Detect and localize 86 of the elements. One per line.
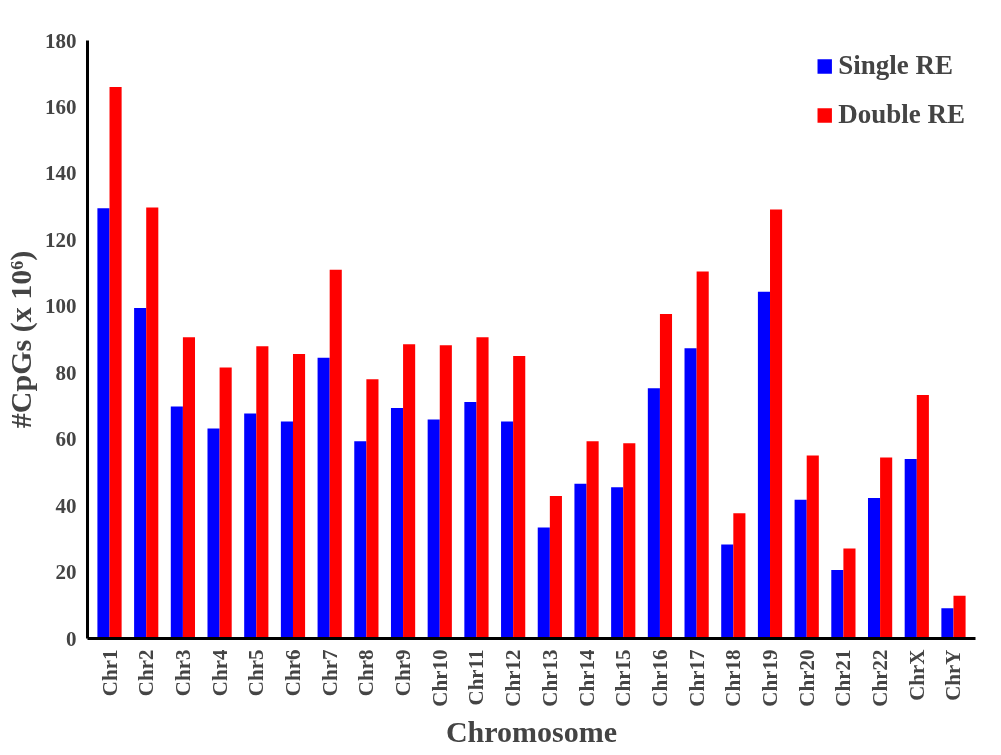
bar [806,455,819,639]
bar [733,513,746,639]
y-tick-label: 100 [45,294,77,319]
x-tick-label: Chr6 [280,649,305,697]
bar [647,388,660,639]
bar [794,499,807,639]
x-tick-label: Chr15 [611,649,636,707]
legend-label: Double RE [838,99,965,130]
y-tick-label: 140 [45,161,77,186]
bar [256,346,269,639]
bar [354,441,367,639]
bar [941,608,954,639]
y-tick-label: 180 [45,28,77,53]
bar [244,413,257,639]
x-tick-label: Chr12 [501,649,526,707]
bar [659,313,673,639]
bar [170,406,183,639]
bar [501,421,514,639]
x-tick-label: Chr13 [537,649,562,707]
x-tick-label: Chr4 [207,649,232,697]
y-tick-label: 40 [55,493,77,518]
bar [831,570,844,639]
bar [880,457,893,639]
bar [696,271,709,639]
x-tick-label: Chr2 [134,649,159,697]
y-tick-label: 20 [55,560,77,585]
bar [916,394,929,639]
bar [329,269,342,639]
legend-label: Single RE [838,50,953,81]
bar [439,345,452,639]
bar [586,441,599,639]
bar [476,337,489,639]
bar [953,595,966,639]
bar [549,495,562,639]
bar [611,487,624,639]
bar [280,421,293,639]
x-tick-label: Chr7 [317,649,342,697]
bar [843,548,856,639]
bar [574,483,587,639]
bar [317,357,330,639]
y-axis-title: #CpGs (x 10⁶) [4,250,38,429]
x-tick-label: Chr17 [684,649,709,707]
bar [867,497,881,639]
y-tick-label: 0 [66,626,77,651]
bar [97,208,110,639]
x-tick-label: Chr16 [647,649,672,707]
x-tick-label: Chr10 [427,649,452,707]
bar [464,401,477,639]
x-tick-label: Chr21 [831,649,856,707]
bar [904,459,917,639]
x-tick-label: Chr11 [464,649,489,706]
bar [427,419,440,639]
x-tick-label: Chr3 [170,649,195,697]
bar [757,291,771,639]
bar [292,354,306,639]
x-tick-label: Chr22 [868,649,893,707]
bar [623,443,636,639]
bar [721,544,734,639]
bar [366,379,379,639]
x-tick-label: Chr19 [758,649,783,707]
bar [770,209,783,639]
x-axis-title: Chromosome [445,714,618,748]
x-tick-label: Chr9 [391,649,416,697]
bar [146,207,159,639]
bar [684,348,697,639]
y-tick-label: 80 [55,360,77,385]
y-tick-label: 160 [45,94,77,119]
bar [390,407,404,639]
y-tick-label: 60 [55,427,77,452]
bar [182,337,196,639]
bar [134,307,147,639]
bar [207,428,220,639]
x-tick-label: Chr1 [97,649,122,697]
bar [513,356,526,639]
x-tick-label: Chr20 [794,649,819,707]
x-tick-label: Chr5 [244,649,269,697]
bar [109,87,122,639]
x-tick-label: ChrX [904,649,929,701]
bar [537,527,550,639]
x-tick-label: Chr14 [574,649,599,707]
x-tick-label: ChrY [941,649,966,701]
bar [403,344,416,639]
x-tick-label: Chr18 [721,649,746,707]
bar [219,367,232,639]
y-tick-label: 120 [45,227,77,252]
x-tick-label: Chr8 [354,649,379,697]
